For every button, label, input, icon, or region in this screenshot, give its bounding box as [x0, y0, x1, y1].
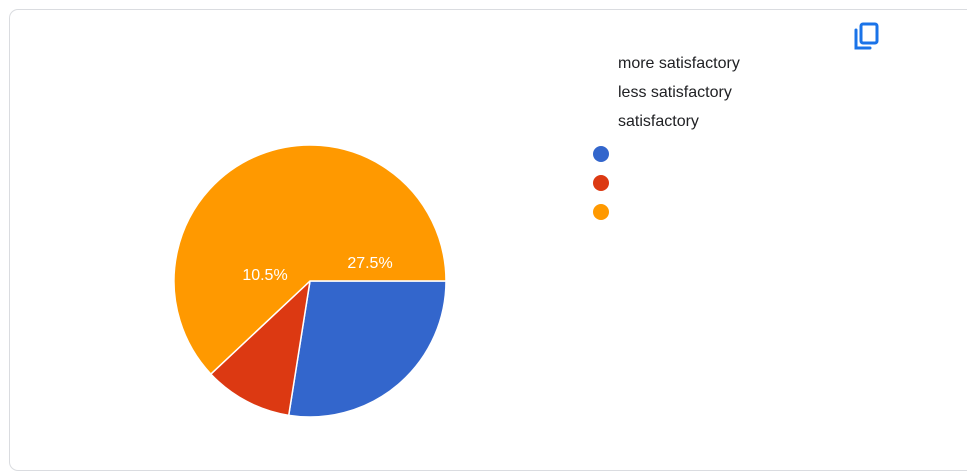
- pie-slices: [173, 144, 447, 418]
- legend-label-satisfactory: satisfactory: [618, 113, 699, 130]
- pie-slice-labels: 27.5% 10.5%: [242, 255, 392, 284]
- copy-icon: [854, 22, 879, 50]
- pie-chart: 27.5% 10.5% more satisfactory less satisfa…: [173, 55, 740, 418]
- slice-label-more-satisfactory: 27.5%: [347, 255, 392, 272]
- legend-label-more-satisfactory: more satisfactory: [618, 55, 740, 72]
- chart-legend: more satisfactory less satisfactory satisf…: [593, 55, 740, 220]
- slice-label-less-satisfactory: 10.5%: [242, 267, 287, 284]
- legend-dot-less-satisfactory[interactable]: [593, 175, 609, 191]
- pie-slice-less-satisfactory[interactable]: [209, 278, 312, 417]
- copy-button[interactable]: [848, 16, 888, 56]
- legend-label-less-satisfactory: less satisfactory: [618, 84, 732, 101]
- pie-slice-satisfactory[interactable]: [173, 144, 447, 376]
- pie-slice-more-satisfactory[interactable]: [287, 280, 447, 418]
- legend-dot-satisfactory[interactable]: [593, 204, 609, 220]
- legend-dot-more-satisfactory[interactable]: [593, 146, 609, 162]
- chart-card: [9, 9, 967, 471]
